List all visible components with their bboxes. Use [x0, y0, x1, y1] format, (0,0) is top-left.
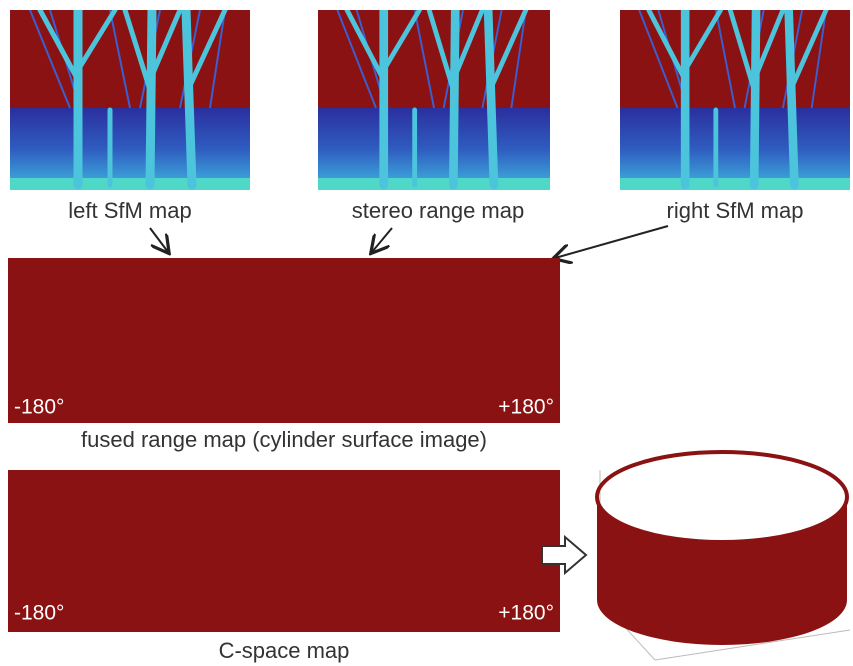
panel-label: left SfM map	[68, 198, 191, 223]
panel-label: C-space map	[219, 638, 350, 663]
page: {"top_panels": [{"label": "left SfM map"…	[0, 0, 853, 666]
panel-label: fused range map (cylinder surface image)	[81, 427, 487, 452]
panel-label: stereo range map	[352, 198, 524, 223]
right-sfm-image	[620, 10, 850, 190]
left-sfm-image	[10, 10, 250, 190]
arrows	[150, 226, 668, 258]
figure: left SfM map stereo range map right SfM …	[0, 0, 853, 666]
angle-label: -180°	[14, 602, 64, 625]
cylinder	[597, 452, 850, 660]
stereo-range-image	[318, 10, 550, 190]
top-panels: left SfM map stereo range map right SfM …	[10, 10, 850, 223]
angle-label: +180°	[498, 602, 554, 625]
fused-panel: -180° +180° fused range map (cylinder su…	[8, 258, 560, 452]
angle-label: +180°	[498, 396, 554, 419]
cspace-panel: -180° +180° C-space map	[8, 470, 560, 663]
panel-label: right SfM map	[667, 198, 804, 223]
angle-label: -180°	[14, 396, 64, 419]
